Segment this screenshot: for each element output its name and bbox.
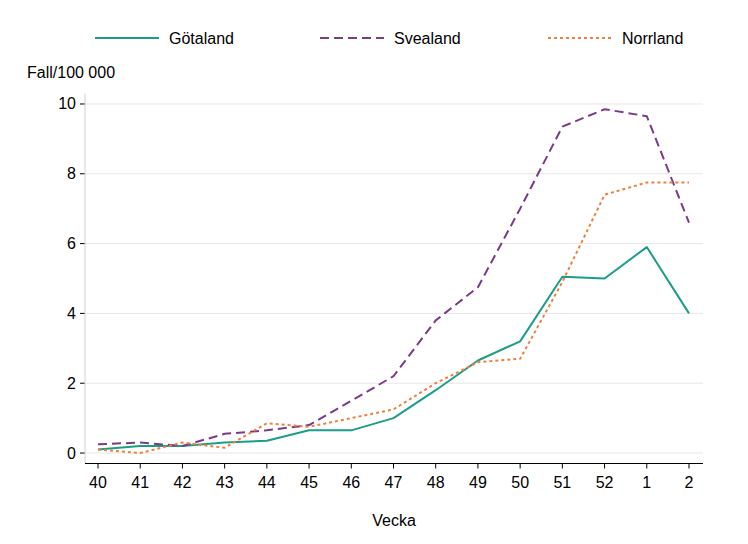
y-tick: [80, 313, 85, 314]
legend-key: [320, 37, 384, 39]
x-tick-label: 2: [685, 474, 694, 491]
legend-key: [95, 37, 159, 39]
y-tick-label: 6: [67, 235, 76, 252]
y-tick-label: 4: [67, 305, 76, 322]
x-tick: [140, 464, 141, 469]
y-tick: [80, 243, 85, 244]
series-line: [98, 109, 689, 446]
y-tick: [80, 173, 85, 174]
x-tick-label: 45: [300, 474, 318, 491]
x-tick: [224, 464, 225, 469]
y-axis: [85, 94, 86, 464]
grid-line: [85, 383, 703, 384]
x-tick: [520, 464, 521, 469]
x-tick: [393, 464, 394, 469]
grid-line: [85, 453, 703, 454]
x-tick: [309, 464, 310, 469]
x-tick-label: 50: [511, 474, 529, 491]
x-tick: [477, 464, 478, 469]
y-tick-label: 10: [58, 95, 76, 112]
series-line: [98, 247, 689, 449]
x-axis-label: Vecka: [372, 512, 416, 529]
y-axis-label: Fall/100 000: [27, 64, 115, 81]
y-tick: [80, 103, 85, 104]
x-tick: [646, 464, 647, 469]
grid-line: [85, 173, 703, 174]
y-tick-label: 0: [67, 445, 76, 462]
x-tick: [98, 464, 99, 469]
grid-line: [85, 103, 703, 104]
x-tick: [266, 464, 267, 469]
x-tick-label: 46: [342, 474, 360, 491]
y-tick-label: 2: [67, 375, 76, 392]
x-tick: [562, 464, 563, 469]
grid-line: [85, 243, 703, 244]
y-tick: [80, 383, 85, 384]
x-tick: [604, 464, 605, 469]
x-tick: [435, 464, 436, 469]
chart: 02468104041424344454647484950515212Vecka…: [0, 0, 748, 544]
x-tick-label: 48: [427, 474, 445, 491]
x-tick-label: 47: [385, 474, 403, 491]
x-tick-label: 43: [216, 474, 234, 491]
grid-line: [85, 313, 703, 314]
x-tick: [689, 464, 690, 469]
plot-area: [98, 109, 689, 453]
legend-label: Svealand: [394, 30, 461, 47]
y-tick-label: 8: [67, 165, 76, 182]
x-tick-label: 41: [131, 474, 149, 491]
y-tick: [80, 453, 85, 454]
legend-label: Norrland: [622, 30, 683, 47]
series-line: [98, 183, 689, 454]
legend-label: Götaland: [169, 30, 234, 47]
x-tick-label: 40: [89, 474, 107, 491]
x-tick-label: 49: [469, 474, 487, 491]
x-tick-label: 44: [258, 474, 276, 491]
x-tick-label: 52: [596, 474, 614, 491]
x-tick-label: 1: [642, 474, 651, 491]
legend-key: [548, 37, 612, 39]
x-tick-label: 51: [553, 474, 571, 491]
x-tick: [351, 464, 352, 469]
x-tick: [182, 464, 183, 469]
x-tick-label: 42: [174, 474, 192, 491]
